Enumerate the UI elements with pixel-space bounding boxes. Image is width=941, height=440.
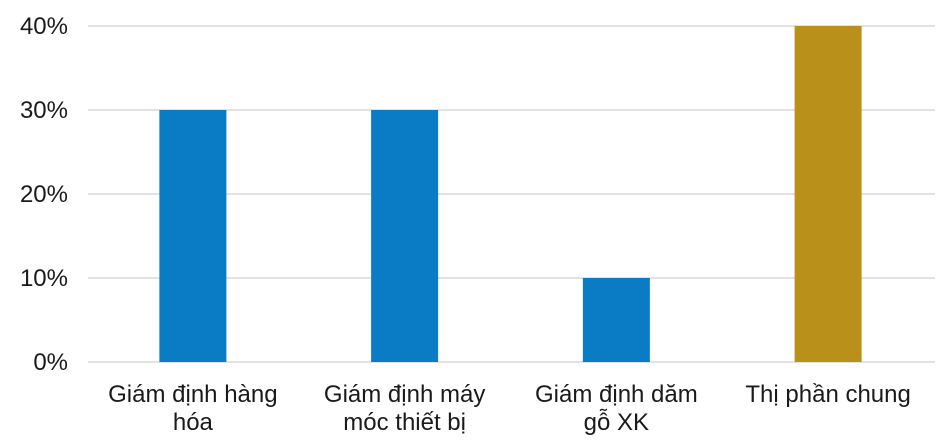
bar-layer xyxy=(159,26,862,362)
y-tick-label: 10% xyxy=(20,265,68,292)
bar xyxy=(371,110,439,362)
x-axis-categories: Giám định hàng hóa Giám định máy móc thiết … xyxy=(108,381,911,436)
bar xyxy=(582,278,650,362)
y-axis-ticks: 0% 10% 20% 30% 40% xyxy=(20,13,68,376)
x-category-label-line: Thị phần chung xyxy=(745,381,910,408)
x-category-label-line: Giám định hàng xyxy=(108,381,277,408)
x-category-label: Giám định hàng hóa xyxy=(108,381,277,436)
grid-layer xyxy=(88,25,935,363)
x-category-label: Giám định dăm gỗ XK xyxy=(535,381,698,436)
x-category-label-line: gỗ XK xyxy=(584,409,649,436)
x-category-label-line: Giám định dăm xyxy=(535,381,698,408)
bar xyxy=(159,110,227,362)
y-tick-label: 0% xyxy=(33,349,68,376)
y-tick-label: 20% xyxy=(20,181,68,208)
y-tick-label: 40% xyxy=(20,13,68,40)
bar xyxy=(794,26,862,362)
y-tick-label: 30% xyxy=(20,97,68,124)
x-category-label-line: móc thiết bị xyxy=(343,409,466,436)
x-category-label: Giám định máy móc thiết bị xyxy=(324,381,485,436)
x-category-label-line: hóa xyxy=(173,409,214,436)
x-category-label: Thị phần chung xyxy=(745,381,910,408)
x-category-label-line: Giám định máy xyxy=(324,381,485,408)
